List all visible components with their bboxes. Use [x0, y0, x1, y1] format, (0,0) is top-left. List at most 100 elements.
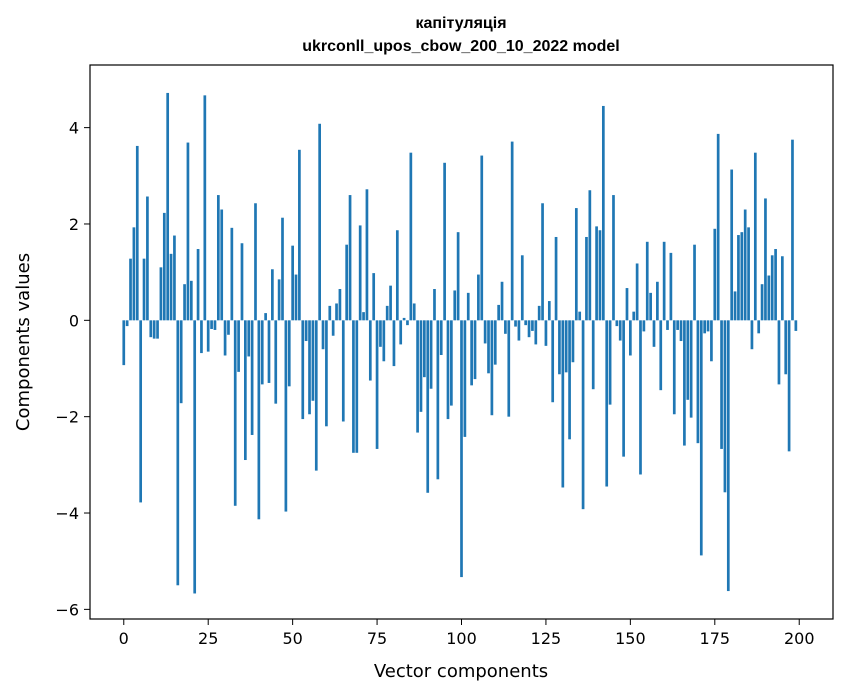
bar	[730, 169, 734, 321]
bar	[338, 289, 342, 321]
chart-title: капітуляція	[415, 15, 506, 32]
bar	[227, 320, 230, 335]
bar	[618, 320, 622, 341]
bar	[436, 320, 440, 480]
bar	[193, 320, 197, 594]
x-tick-label: 100	[446, 629, 477, 648]
bar	[568, 320, 571, 440]
bar	[487, 320, 490, 374]
bar	[598, 230, 602, 321]
bar	[314, 320, 318, 471]
bar	[311, 320, 315, 401]
bar	[368, 320, 372, 381]
bar	[794, 320, 798, 331]
bar	[703, 320, 707, 334]
x-tick-label: 200	[784, 629, 815, 648]
bar	[385, 305, 389, 321]
bar	[770, 255, 774, 321]
bar	[392, 320, 396, 367]
bar	[237, 320, 240, 372]
bar	[716, 133, 720, 321]
y-axis-ticks: −6 −4 −2 0 2 4	[55, 119, 90, 619]
bar	[301, 320, 305, 420]
bar	[737, 235, 740, 321]
bar	[169, 253, 173, 321]
bar	[706, 320, 710, 332]
bar	[375, 320, 379, 449]
bar	[723, 320, 727, 493]
bar	[507, 320, 511, 417]
bar	[446, 320, 450, 420]
bar	[358, 225, 362, 321]
bar	[780, 256, 784, 321]
bar	[244, 320, 247, 461]
bar	[395, 230, 399, 321]
bar	[645, 241, 649, 321]
bar	[189, 280, 193, 321]
bar	[574, 208, 578, 321]
bar	[642, 320, 646, 332]
bar	[672, 320, 676, 415]
bar	[409, 152, 413, 321]
bar	[777, 320, 781, 385]
bar	[419, 320, 423, 412]
bar	[318, 123, 321, 321]
bar	[652, 320, 656, 347]
bar	[389, 285, 392, 321]
bar	[429, 320, 433, 389]
bar	[176, 320, 180, 586]
chart-subtitle: ukrconll_upos_cbow_200_10_2022 model	[302, 38, 619, 55]
bar	[514, 320, 517, 327]
bar	[277, 279, 281, 321]
bar	[527, 320, 531, 338]
bar	[348, 195, 352, 321]
bar	[483, 320, 487, 344]
y-tick-label: −4	[55, 504, 79, 523]
bar	[517, 320, 521, 341]
bar	[223, 320, 227, 356]
bar	[450, 320, 453, 406]
bar	[477, 274, 480, 321]
bar	[186, 142, 190, 321]
bar	[625, 288, 629, 321]
bar	[281, 217, 284, 321]
bar	[139, 320, 143, 503]
bar	[493, 320, 497, 365]
bar	[362, 312, 365, 321]
bar	[784, 320, 788, 375]
bar	[423, 320, 426, 378]
bar	[689, 320, 693, 418]
bar	[686, 320, 690, 400]
bar	[142, 258, 146, 321]
bar	[166, 92, 170, 321]
bar	[426, 320, 430, 493]
bar	[520, 255, 524, 321]
bar	[591, 320, 595, 390]
bar	[480, 155, 484, 321]
bar	[490, 320, 494, 416]
bar	[321, 320, 325, 350]
bar	[132, 227, 136, 321]
bar	[439, 320, 443, 356]
bar	[463, 320, 467, 437]
bar	[747, 227, 750, 321]
bar	[402, 317, 406, 321]
bar	[693, 244, 696, 321]
bar	[345, 244, 349, 321]
bar	[547, 301, 551, 321]
bar	[649, 292, 652, 321]
bar	[726, 320, 730, 592]
x-tick-label: 0	[119, 629, 129, 648]
bar	[750, 320, 754, 350]
bar	[635, 263, 639, 321]
x-tick-label: 25	[198, 629, 218, 648]
y-tick-label: 4	[69, 119, 79, 138]
bar	[254, 203, 257, 321]
y-axis-label: Components values	[13, 253, 34, 431]
y-tick-label: −6	[55, 600, 79, 619]
bar	[456, 232, 460, 321]
x-tick-label: 125	[531, 629, 562, 648]
bar	[774, 249, 777, 321]
bar	[787, 320, 791, 452]
